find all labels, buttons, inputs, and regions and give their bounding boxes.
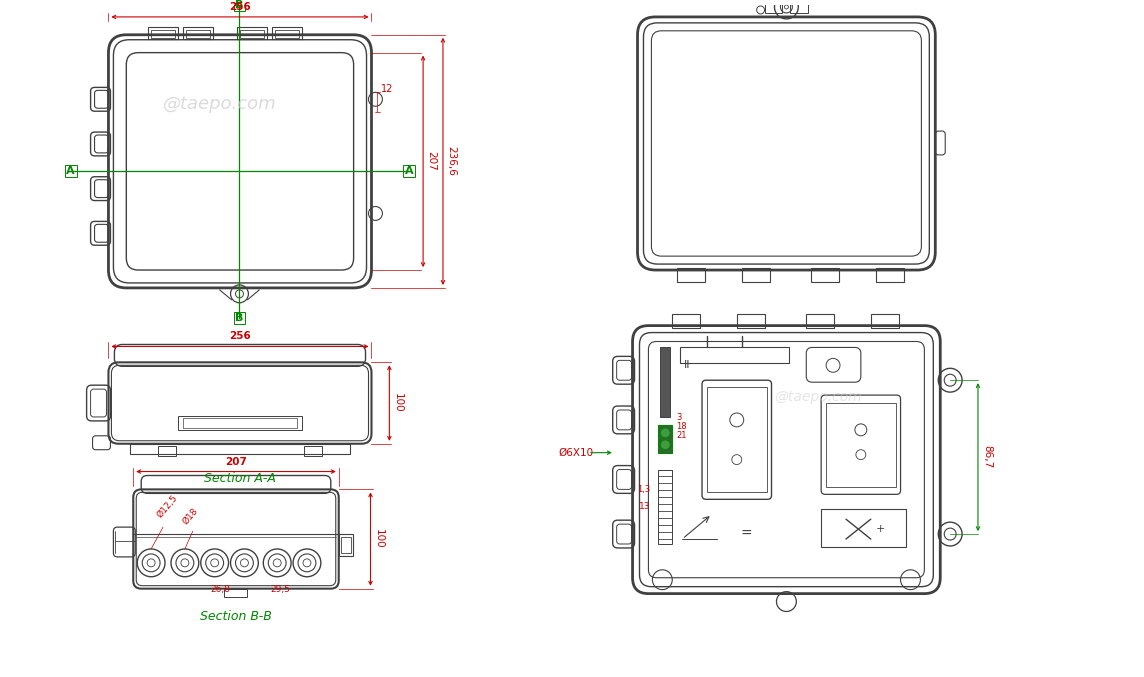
- Bar: [341, 537, 351, 553]
- Text: 100: 100: [373, 529, 383, 549]
- Bar: [149, 27, 178, 39]
- Text: 13: 13: [638, 502, 651, 511]
- Bar: [403, 165, 415, 177]
- Text: 256: 256: [229, 2, 251, 12]
- Bar: [658, 425, 673, 453]
- Text: B: B: [236, 313, 244, 323]
- Text: A: A: [405, 166, 413, 176]
- Text: 236,6: 236,6: [446, 146, 456, 176]
- Text: Section B-B: Section B-B: [199, 611, 271, 624]
- Bar: [707, 387, 766, 492]
- Bar: [276, 30, 299, 38]
- Bar: [871, 313, 898, 328]
- Bar: [737, 313, 764, 328]
- Text: II: II: [684, 360, 690, 370]
- Circle shape: [660, 440, 670, 450]
- Bar: [821, 509, 906, 547]
- Bar: [151, 30, 175, 38]
- Bar: [764, 3, 782, 13]
- Bar: [178, 416, 302, 430]
- Text: Ø12,5: Ø12,5: [156, 493, 180, 519]
- Bar: [658, 470, 673, 544]
- Bar: [158, 445, 176, 456]
- Text: Ø18: Ø18: [181, 506, 200, 526]
- Text: 3: 3: [676, 413, 682, 422]
- Bar: [807, 313, 834, 328]
- Bar: [681, 347, 789, 364]
- Text: @taepo.com: @taepo.com: [774, 390, 861, 404]
- Text: 207: 207: [426, 152, 436, 171]
- Text: 256: 256: [229, 332, 251, 341]
- Bar: [65, 165, 77, 177]
- Text: +: +: [876, 524, 885, 534]
- Text: A: A: [66, 166, 76, 176]
- Bar: [741, 268, 770, 282]
- Text: Section A-A: Section A-A: [204, 471, 276, 485]
- Bar: [183, 418, 297, 428]
- Bar: [791, 3, 809, 13]
- Bar: [238, 27, 268, 39]
- Bar: [673, 313, 700, 328]
- Bar: [185, 30, 209, 38]
- Bar: [233, 0, 246, 11]
- Text: 100: 100: [392, 393, 403, 413]
- Circle shape: [660, 428, 670, 438]
- Text: @taepo.com: @taepo.com: [164, 95, 277, 113]
- Bar: [339, 534, 352, 556]
- Bar: [130, 443, 350, 454]
- Bar: [233, 311, 246, 324]
- Bar: [272, 27, 302, 39]
- Text: 18: 18: [676, 422, 686, 431]
- Text: Ø6X10: Ø6X10: [558, 447, 594, 458]
- Text: 1,3: 1,3: [637, 485, 651, 494]
- Bar: [677, 268, 705, 282]
- Bar: [826, 403, 896, 487]
- Text: B: B: [236, 0, 244, 10]
- Text: 21: 21: [676, 431, 686, 440]
- Bar: [660, 347, 670, 417]
- Text: 26,8: 26,8: [210, 585, 231, 594]
- Bar: [304, 445, 321, 456]
- Bar: [183, 27, 213, 39]
- Bar: [811, 268, 839, 282]
- Bar: [240, 30, 264, 38]
- Text: 29,5: 29,5: [270, 585, 291, 594]
- Bar: [876, 268, 904, 282]
- Text: 207: 207: [225, 456, 247, 466]
- Text: 86,7: 86,7: [982, 445, 992, 468]
- Text: =: =: [741, 527, 753, 541]
- Text: 12: 12: [381, 85, 394, 94]
- Bar: [223, 589, 247, 596]
